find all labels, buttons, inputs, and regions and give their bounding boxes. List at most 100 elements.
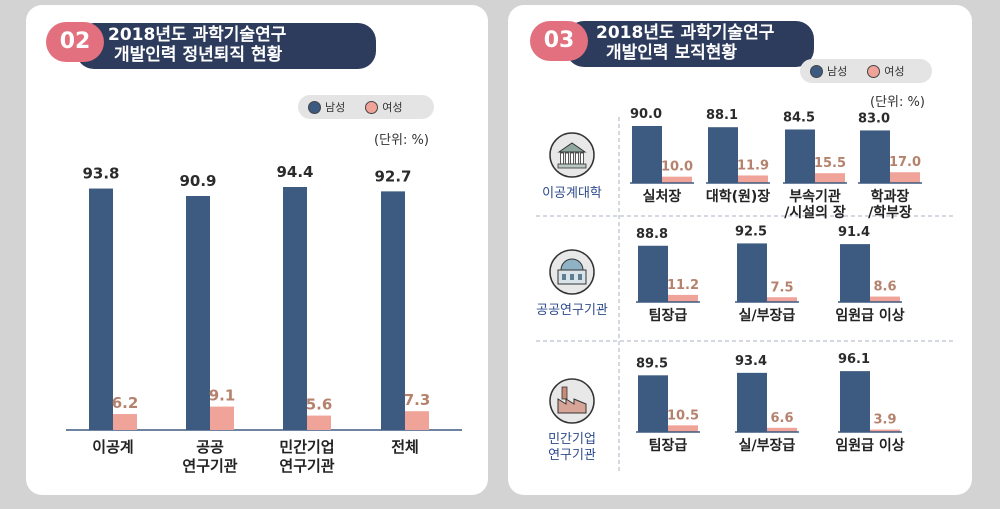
column-shape <box>570 152 574 165</box>
category-label: 팀장급 <box>649 307 688 324</box>
data-label-male: 90.0 <box>630 107 662 122</box>
chimney-shape <box>561 386 568 400</box>
data-label-male: 93.8 <box>82 165 119 183</box>
data-label-female: 11.9 <box>737 158 769 173</box>
category-label: 학과장/학부장 <box>868 188 912 221</box>
column-shape <box>560 152 564 165</box>
bar-female <box>738 175 768 183</box>
category-label: 실/부장급 <box>739 307 796 324</box>
chart-number-badge: 02 <box>46 22 104 62</box>
category-label: 대학(원)장 <box>706 188 770 205</box>
female-legend-label: 여성 <box>884 65 905 78</box>
bar-male <box>860 130 890 183</box>
legend: 남성 여성 <box>800 59 932 83</box>
data-label-female: 6.6 <box>770 411 793 426</box>
category-label: 부속기관/시설의 장 <box>784 188 846 221</box>
column-shape <box>565 152 569 165</box>
bar-male <box>381 191 405 430</box>
window-shape <box>578 274 582 280</box>
category-label: 전체 <box>391 438 419 456</box>
bar-male <box>89 188 113 430</box>
chart-title: 2018년도 과학기술연구 개발인력 정년퇴직 현황 <box>76 23 376 69</box>
bar-male <box>638 245 668 302</box>
female-legend-swatch <box>867 64 881 78</box>
data-label-female: 11.2 <box>667 278 699 293</box>
data-label-female: 17.0 <box>889 155 921 170</box>
bar-male <box>632 126 662 183</box>
position-bar-chart: 이공계대학 90.0 10.0 실처장 88.1 11.9 대학(원)장 84.5 15.5 부속… <box>536 107 956 471</box>
base-shape <box>557 163 587 169</box>
data-label-female: 7.3 <box>404 391 431 409</box>
data-label-male: 93.4 <box>735 354 767 369</box>
male-legend-label: 남성 <box>325 101 346 114</box>
chart-title: 2018년도 과학기술연구 개발인력 보직현황 <box>566 21 814 67</box>
bar-male <box>737 243 767 302</box>
unit-label: (단위: %) <box>870 95 925 110</box>
data-label-male: 89.5 <box>636 356 668 371</box>
bar-female <box>662 176 692 183</box>
bar-female <box>767 427 797 432</box>
bar-male <box>840 244 870 302</box>
data-label-female: 8.6 <box>873 280 896 295</box>
data-label-male: 84.5 <box>783 110 815 125</box>
column-shape <box>575 152 579 165</box>
female-legend-swatch <box>365 100 379 114</box>
data-label-male: 91.4 <box>838 225 870 240</box>
bar-female <box>870 429 900 432</box>
bar-male <box>708 127 738 183</box>
category-label: 이공계 <box>92 438 133 456</box>
data-label-male: 92.7 <box>374 167 411 185</box>
category-label: 임원급 이상 <box>835 307 904 324</box>
data-label-male: 92.5 <box>735 224 767 239</box>
window-shape <box>570 274 574 280</box>
bar-female <box>307 415 331 430</box>
factory-icon <box>549 378 595 424</box>
category-label: 임원급 이상 <box>835 437 904 454</box>
bar-female <box>870 296 900 302</box>
data-label-female: 7.5 <box>770 280 793 295</box>
category-label: 실/부장급 <box>739 437 796 454</box>
position-chart-card: 2018년도 과학기술연구 개발인력 보직현황 03 남성 여성 (단위: %)… <box>508 5 972 495</box>
male-legend-swatch <box>308 100 321 114</box>
data-label-female: 15.5 <box>814 156 846 171</box>
bar-male <box>840 371 870 432</box>
window-shape <box>562 274 566 280</box>
group-label: 공공연구기관 <box>536 303 608 318</box>
data-label-female: 5.6 <box>306 396 333 414</box>
title-line-1: 2018년도 과학기술연구 <box>108 25 287 45</box>
bar-male <box>638 375 668 432</box>
category-label: 공공 연구기관 <box>182 438 237 475</box>
data-label-male: 88.8 <box>636 227 668 242</box>
data-label-male: 90.9 <box>179 172 216 190</box>
bar-female <box>767 297 797 302</box>
data-label-male: 88.1 <box>706 108 738 123</box>
factory-shape <box>557 398 587 414</box>
title-line-2: 개발인력 보직현황 <box>606 43 738 63</box>
unit-label: (단위: %) <box>374 133 429 148</box>
retirement-bar-chart: 93.8 6.2 이공계 90.9 9.1 공공 연구기관 94.4 5.6 민간기업 연구기관 92… <box>66 163 462 475</box>
bar-female <box>668 425 698 432</box>
data-label-male: 83.0 <box>858 111 890 126</box>
bar-female <box>210 406 234 430</box>
category-label: 팀장급 <box>649 437 688 454</box>
bar-female <box>815 173 845 183</box>
title-line-2: 개발인력 정년퇴직 현황 <box>114 45 283 65</box>
data-label-female: 6.2 <box>112 394 139 412</box>
bar-male <box>785 129 815 183</box>
bar-male <box>186 196 210 430</box>
data-label-female: 10.0 <box>661 160 693 175</box>
group-label: 민간기업 연구기관 <box>548 432 596 463</box>
male-legend-label: 남성 <box>827 65 848 78</box>
retirement-chart-card: 2018년도 과학기술연구 개발인력 정년퇴직 현황 02 남성 여성 (단위:… <box>26 5 488 495</box>
group-label: 이공계대학 <box>542 186 602 201</box>
dome-shape <box>560 258 584 271</box>
female-legend-label: 여성 <box>382 101 403 114</box>
category-label: 민간기업 연구기관 <box>279 438 334 475</box>
chart-number-badge: 03 <box>530 21 588 61</box>
bar-female <box>405 411 429 430</box>
bar-female <box>113 414 137 430</box>
data-label-female: 10.5 <box>667 408 699 423</box>
category-label: 실처장 <box>643 188 682 205</box>
bar-male <box>283 187 307 430</box>
column-shape <box>580 152 584 165</box>
